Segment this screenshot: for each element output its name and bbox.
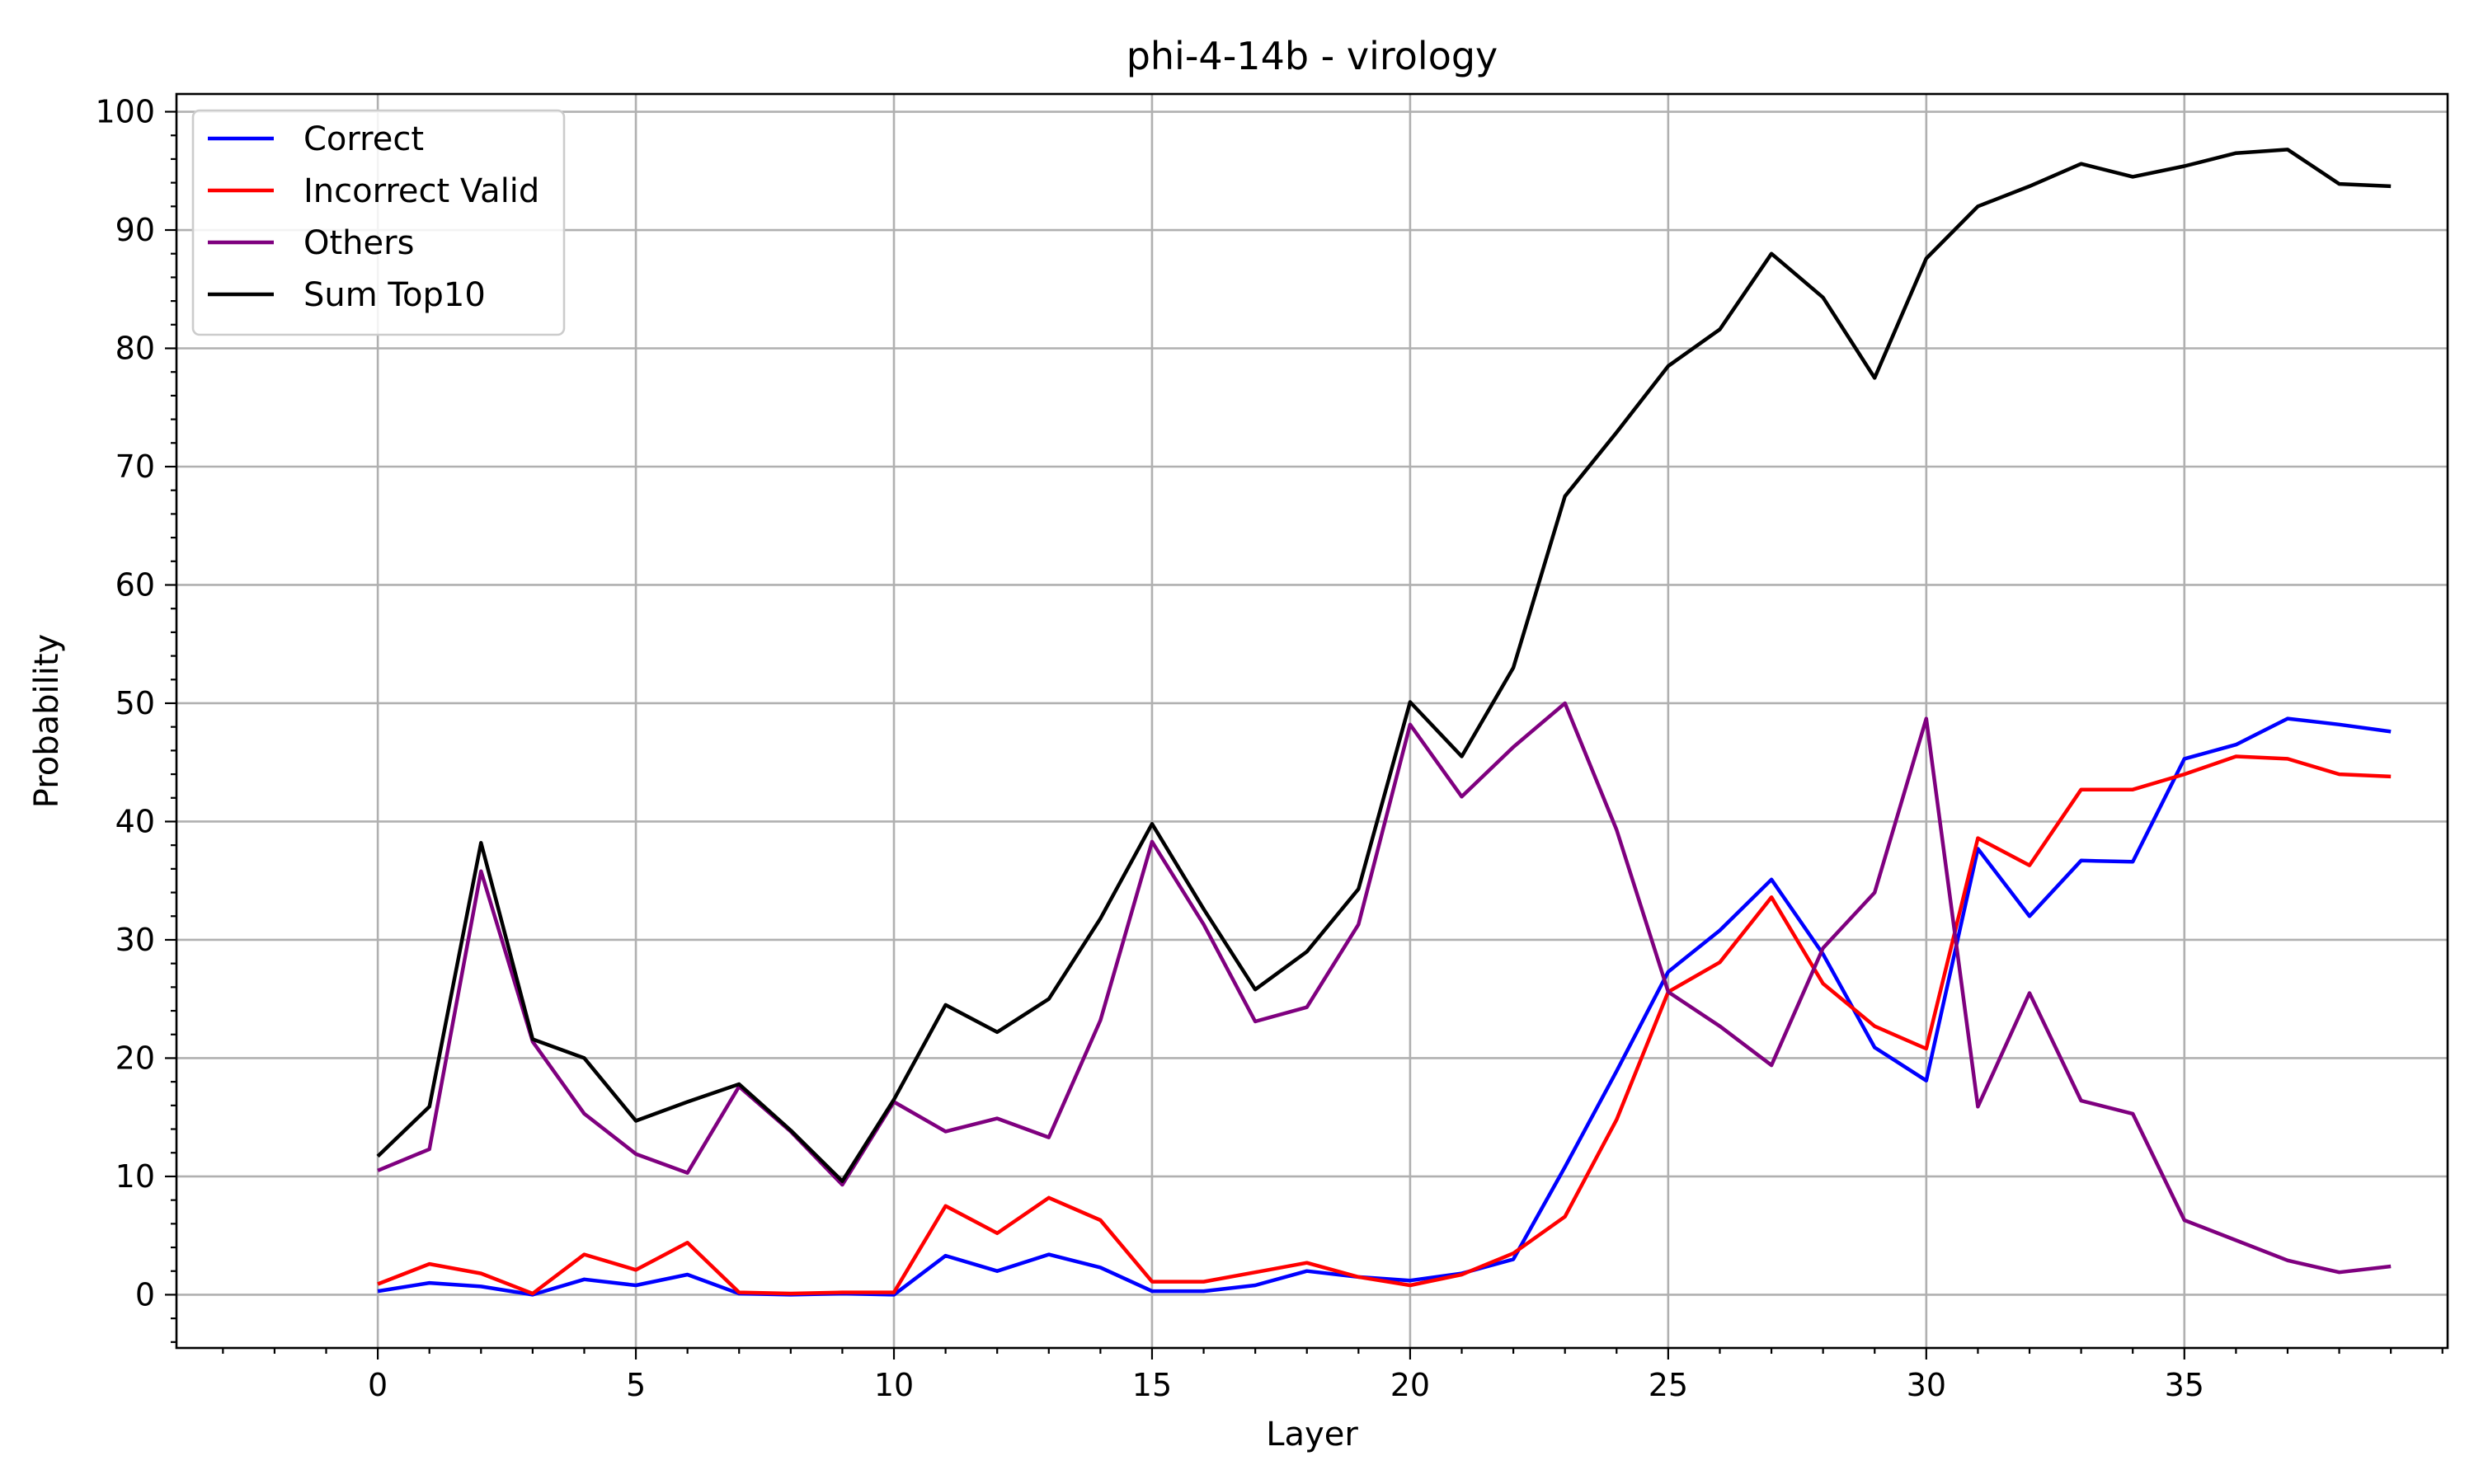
y-tick-label: 60	[115, 566, 155, 603]
y-tick-label: 20	[115, 1040, 155, 1076]
legend-label-sum-top10: Sum Top10	[303, 276, 486, 314]
data-series	[376, 148, 2392, 1297]
y-tick-label: 40	[115, 803, 155, 839]
x-tick-label: 30	[1907, 1367, 1946, 1403]
series-line-correct	[377, 716, 2392, 1297]
legend-box	[191, 109, 566, 336]
grid	[176, 94, 2448, 1348]
legend-label-incorrect-valid: Incorrect Valid	[303, 172, 539, 210]
y-tick-label: 10	[115, 1158, 155, 1195]
series-line-sum-top10	[376, 148, 2392, 1183]
y-tick-label: 80	[115, 331, 155, 367]
y-tick-label: 70	[115, 448, 155, 485]
x-axis-label: Layer	[1266, 1416, 1358, 1453]
y-tick-label: 0	[135, 1276, 155, 1313]
series-line-incorrect-valid	[377, 754, 2392, 1296]
x-tick-label: 35	[2165, 1367, 2204, 1403]
chart-title: phi-4-14b - virology	[1126, 34, 1498, 78]
plot-area-frame	[175, 92, 2449, 1350]
legend-label-others: Others	[303, 224, 414, 262]
x-tick-label: 15	[1132, 1367, 1172, 1403]
y-tick-label: 30	[115, 922, 155, 958]
y-tick-label: 90	[115, 212, 155, 248]
y-tick-label: 100	[95, 94, 155, 130]
x-tick-label: 20	[1390, 1367, 1430, 1403]
series-line-others	[377, 701, 2392, 1275]
x-tick-label: 5	[626, 1367, 646, 1403]
x-tick-label: 0	[368, 1367, 388, 1403]
legend-label-correct: Correct	[303, 120, 424, 158]
legend: Correct Incorrect Valid Others Sum Top10	[191, 109, 566, 336]
x-tick-label: 10	[874, 1367, 914, 1403]
y-tick-label: 50	[115, 685, 155, 721]
x-tick-label: 25	[1649, 1367, 1688, 1403]
axis-ticks: 0 5 10 15 20 25 30 35 0 10 20 30 40 50 60 70 80 90 100	[95, 94, 2443, 1403]
y-axis-label: Probability	[28, 634, 66, 808]
